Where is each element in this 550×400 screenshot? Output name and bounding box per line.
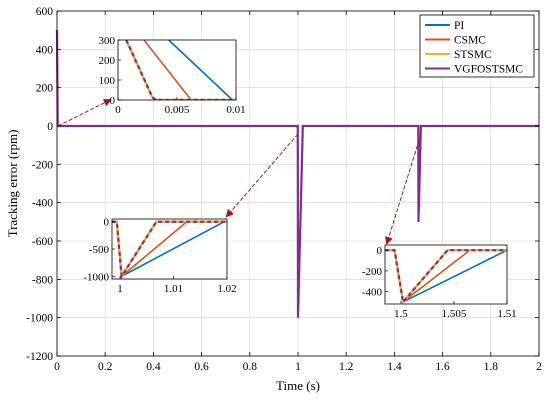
x-tick-label-0p4: 0.4 bbox=[146, 361, 161, 373]
inset-one-five-x-tick-label-1p505: 1.505 bbox=[442, 308, 467, 320]
inset-start-y-tick-label-0: 0 bbox=[110, 95, 116, 107]
y-tick-label-m200: -200 bbox=[32, 159, 53, 171]
x-axis-label: Time (s) bbox=[276, 378, 320, 393]
y-tick-label-m600: -600 bbox=[32, 236, 53, 248]
x-tick-label-1: 1 bbox=[295, 361, 301, 373]
inset-one-line-VGFOSTSMC bbox=[112, 220, 227, 279]
inset-one-x-tick-label-1p01: 1.01 bbox=[164, 283, 183, 295]
inset-one-five-x-tick-label-1p5: 1.5 bbox=[394, 308, 408, 320]
inset-one-series bbox=[112, 220, 227, 279]
main-ticks: 0 0.2 0.4 0.6 0.8 1 1.2 1.4 1.6 1.8 2 600 400 200 0 -20… bbox=[26, 6, 542, 373]
inset-start-line-CSMC bbox=[143, 40, 236, 100]
y-tick-label-m400: -400 bbox=[32, 198, 53, 210]
inset-start-series bbox=[125, 40, 236, 100]
x-tick-label-0p8: 0.8 bbox=[243, 361, 258, 373]
zoom-arrows bbox=[57, 99, 422, 245]
y-tick-label-200: 200 bbox=[36, 83, 54, 95]
inset-start-line-PI bbox=[168, 40, 236, 100]
inset-start-x-tick-label-0: 0 bbox=[115, 104, 121, 116]
inset-one-five-line-VGFOSTSMC bbox=[385, 249, 507, 304]
legend-label-STSMC: STSMC bbox=[454, 49, 492, 61]
inset-start-y-tick-label-300: 300 bbox=[99, 35, 116, 47]
y-tick-label-0: 0 bbox=[47, 121, 53, 133]
legend: PI CSMC STSMC VGFOSTSMC bbox=[419, 14, 535, 78]
inset-one-five: 1.5 1.505 1.51 0 -200 -400 bbox=[362, 244, 517, 320]
inset-one-five-series bbox=[385, 248, 507, 304]
inset-start-x-tick-label-0p01: 0.01 bbox=[226, 104, 245, 116]
x-tick-label-1p6: 1.6 bbox=[435, 361, 450, 373]
x-tick-label-1p4: 1.4 bbox=[387, 361, 402, 373]
y-tick-label-600: 600 bbox=[36, 6, 54, 18]
x-tick-label-1p8: 1.8 bbox=[484, 361, 499, 373]
y-tick-label-400: 400 bbox=[36, 44, 54, 56]
y-tick-label-m1200: -1200 bbox=[26, 351, 53, 363]
legend-label-VGFOSTSMC: VGFOSTSMC bbox=[454, 64, 523, 76]
inset-start-x-tick-label-0p005: 0.005 bbox=[165, 104, 190, 116]
inset-start: 0 0.005 0.01 300 200 100 0 bbox=[99, 35, 246, 116]
y-axis-label: Tracking error (rpm) bbox=[5, 130, 20, 238]
zoom-arrow-3 bbox=[384, 133, 422, 245]
inset-start-line-VGFOSTSMC bbox=[125, 40, 236, 100]
inset-one-five-bg bbox=[385, 245, 507, 304]
inset-one-five-frame bbox=[384, 244, 508, 305]
inset-one-x-tick-label-1: 1 bbox=[117, 283, 123, 295]
inset-start-y-tick-label-100: 100 bbox=[99, 75, 116, 87]
x-tick-label-2: 2 bbox=[536, 361, 542, 373]
x-tick-label-0p2: 0.2 bbox=[98, 361, 113, 373]
inset-one-five-y-tick-label-0: 0 bbox=[377, 245, 383, 257]
inset-one-x-tick-label-1p02: 1.02 bbox=[217, 283, 236, 295]
inset-one-y-tick-label-m1000: -1000 bbox=[83, 271, 109, 283]
x-tick-label-0p6: 0.6 bbox=[194, 361, 209, 373]
inset-one-five-y-tick-label-m200: -200 bbox=[362, 266, 383, 278]
inset-one-five-y-tick-label-m400: -400 bbox=[362, 287, 383, 299]
inset-one-y-tick-label-0: 0 bbox=[104, 217, 110, 229]
main-series bbox=[55, 30, 539, 318]
inset-start-y-tick-label-200: 200 bbox=[99, 55, 116, 67]
y-tick-label-m1000: -1000 bbox=[26, 313, 53, 325]
x-tick-label-0: 0 bbox=[54, 361, 60, 373]
inset-one-y-tick-label-m500: -500 bbox=[89, 244, 110, 256]
y-tick-label-m800: -800 bbox=[32, 274, 53, 286]
inset-start-bg bbox=[118, 40, 236, 100]
legend-label-PI: PI bbox=[454, 20, 464, 32]
series-line-VGFOSTSMC bbox=[55, 30, 539, 318]
x-tick-label-1p2: 1.2 bbox=[339, 361, 354, 373]
legend-label-CSMC: CSMC bbox=[454, 35, 486, 47]
zoom-arrow-1 bbox=[57, 99, 112, 127]
zoom-arrow-2 bbox=[225, 133, 299, 218]
inset-one: 1 1.01 1.02 0 -500 -1000 bbox=[83, 217, 236, 295]
inset-one-five-x-tick-label-1p51: 1.51 bbox=[497, 308, 516, 320]
